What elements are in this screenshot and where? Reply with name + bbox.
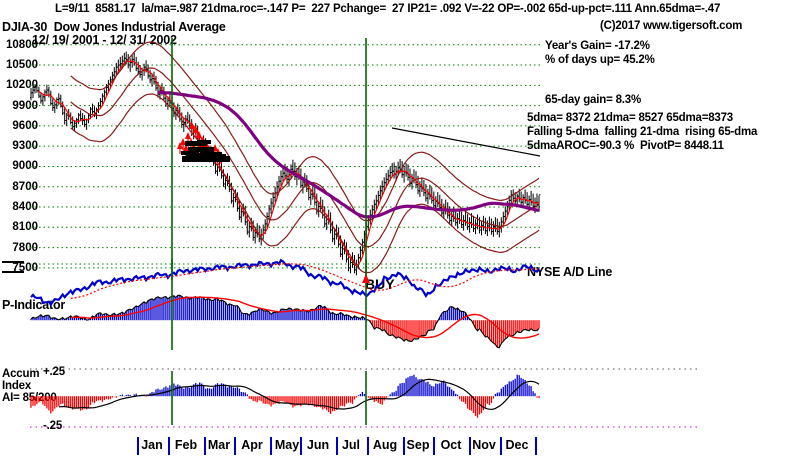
downtrend-line — [391, 127, 541, 157]
dma-values-stat: 5dma= 8372 21dma= 8527 65dma=8373 — [527, 112, 733, 124]
price-axis-tick-label: 7500 — [12, 261, 38, 274]
price-axis-tick-label: 10800 — [6, 38, 38, 51]
month-axis-tick — [469, 437, 471, 455]
sell-signal-block — [188, 147, 214, 152]
p-indicator-outline — [30, 294, 540, 349]
sell-arrow-icon — [180, 138, 186, 145]
month-axis-tick — [336, 437, 338, 455]
sell-arrow-icon — [189, 122, 195, 129]
month-axis-tick — [300, 437, 302, 455]
aroc-pivot-stat: 5dmaAROC=-90.3 % PivotP= 8448.11 — [527, 140, 724, 152]
month-axis-tick — [168, 437, 170, 455]
nyse-ad-line-label: NYSE A/D Line — [527, 265, 613, 279]
month-axis-label: Jan — [141, 438, 163, 452]
gain-65day-stat: 65-day gain= 8.3% — [545, 94, 641, 106]
price-axis-tick-label: 10500 — [6, 59, 38, 72]
sell-signal-block — [196, 154, 226, 159]
month-axis-label: Apr — [241, 438, 263, 452]
price-axis-tick-label: 9000 — [12, 160, 38, 173]
month-axis-tick — [403, 437, 405, 455]
ad-line-axis-dash-lower — [2, 271, 24, 273]
month-axis-tick — [535, 437, 537, 455]
nyse-ad-line-average — [70, 263, 540, 299]
price-axis-tick-label: 9900 — [12, 99, 38, 112]
price-axis-tick-label: 10200 — [6, 79, 38, 92]
dma65-line — [158, 90, 540, 219]
price-axis-tick-label: 7800 — [12, 241, 38, 254]
price-axis-tick-label: 8100 — [12, 221, 38, 234]
month-axis-tick — [367, 437, 369, 455]
sell-arrow-icon — [183, 144, 189, 151]
month-axis-label: Jun — [306, 438, 330, 452]
copyright-label: (C)2017 www.tigersoft.com — [600, 20, 743, 32]
ad-line-axis-dash-upper — [2, 261, 24, 263]
month-axis-label: Jul — [341, 438, 361, 452]
price-axis-tick-label: 9600 — [12, 119, 38, 132]
sell-arrow-icon — [185, 132, 191, 139]
page-title: DJIA-30 Dow Jones Industrial Average — [2, 20, 226, 34]
month-axis-label: Oct — [440, 438, 462, 452]
nyse-ad-line-series — [30, 258, 540, 307]
p-indicator-average — [70, 296, 540, 339]
date-range-label: 12/ 19/ 2001 - 12/ 31/ 2002 — [32, 33, 177, 47]
month-axis-tick — [500, 437, 502, 455]
price-axis-tick-label: 8700 — [12, 180, 38, 193]
month-axis-label: Feb — [174, 438, 198, 452]
price-axis: 10800 10500 10200 9900 9600 9300 9000 8700 8400 8… — [0, 0, 38, 459]
pct-days-up-stat: % of days up= 45.2% — [545, 54, 655, 66]
month-axis-label: Nov — [472, 438, 496, 452]
month-axis-tick — [433, 437, 435, 455]
month-axis-tick — [137, 437, 139, 455]
header-stats-line: L=9/11 8581.17 la/ma=.987 21dma.roc=-.14… — [55, 3, 721, 15]
sell-signal-block — [185, 141, 207, 146]
buy-arrow-icon — [362, 274, 370, 283]
dma21-line — [70, 67, 540, 248]
dma5-line — [38, 60, 540, 267]
lower-band-line — [70, 93, 540, 274]
month-axis-label: Mar — [207, 438, 231, 452]
sell-signal-block — [197, 140, 211, 144]
month-axis-tick — [204, 437, 206, 455]
sell-arrow-icon — [193, 126, 199, 133]
price-axis-tick-label: 8400 — [12, 201, 38, 213]
accum-index-average — [58, 378, 540, 410]
sell-arrow-icon — [196, 131, 202, 138]
price-axis-tick-label: 9300 — [12, 140, 38, 153]
month-axis-tick — [234, 437, 236, 455]
month-axis-label: Dec — [505, 438, 529, 452]
index-label: Index — [2, 380, 32, 392]
month-axis-tick — [270, 437, 272, 455]
dma-trends-stat: Falling 5-dma falling 21-dma rising 65-d… — [527, 126, 758, 138]
years-gain-stat: Year's Gain= -17.2% — [545, 40, 650, 52]
sell-arrow-icon — [177, 142, 183, 149]
accum-label: Accum — [2, 368, 40, 380]
accum-lower-tick-label: -.25 — [43, 420, 63, 432]
accum-upper-tick-label: +.25 — [43, 366, 65, 378]
upper-band-line — [70, 41, 540, 222]
month-axis-label: Sep — [406, 438, 430, 452]
month-axis-label: Aug — [372, 438, 398, 452]
month-axis-label: May — [274, 438, 300, 452]
